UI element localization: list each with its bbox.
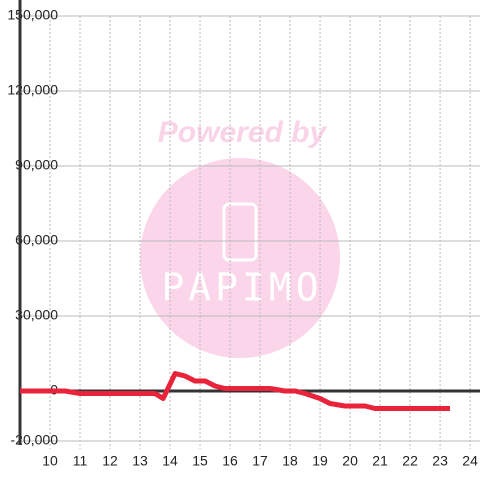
y-tick-label: 150,000 — [7, 7, 58, 23]
data-line — [20, 371, 450, 411]
x-tick-label: 20 — [342, 453, 358, 469]
y-tick-label: 120,000 — [7, 82, 58, 98]
watermark-phone — [222, 202, 258, 262]
x-tick-label: 10 — [42, 453, 58, 469]
watermark-text: Powered by — [158, 116, 328, 149]
x-tick-label: 13 — [132, 453, 148, 469]
y-tick-label: -20,000 — [11, 432, 59, 448]
y-tick-label: 90,000 — [15, 157, 58, 173]
x-tick-label: 19 — [312, 453, 328, 469]
x-tick-label: 23 — [432, 453, 448, 469]
y-tick-label: 60,000 — [15, 232, 58, 248]
x-tick-label: 22 — [402, 453, 418, 469]
x-tick-label: 16 — [222, 453, 238, 469]
x-tick-label: 11 — [73, 453, 88, 469]
x-tick-label: 24 — [462, 453, 478, 469]
x-tick-label: 21 — [372, 453, 388, 469]
x-tick-label: 18 — [282, 453, 298, 469]
x-tick-label: 17 — [252, 453, 268, 469]
x-tick-label: 15 — [192, 453, 208, 469]
y-tick-label: 30,000 — [15, 307, 58, 323]
x-tick-label: 12 — [102, 453, 118, 469]
watermark-brand: PAPIMO — [161, 266, 322, 310]
x-tick-label: 14 — [162, 453, 178, 469]
